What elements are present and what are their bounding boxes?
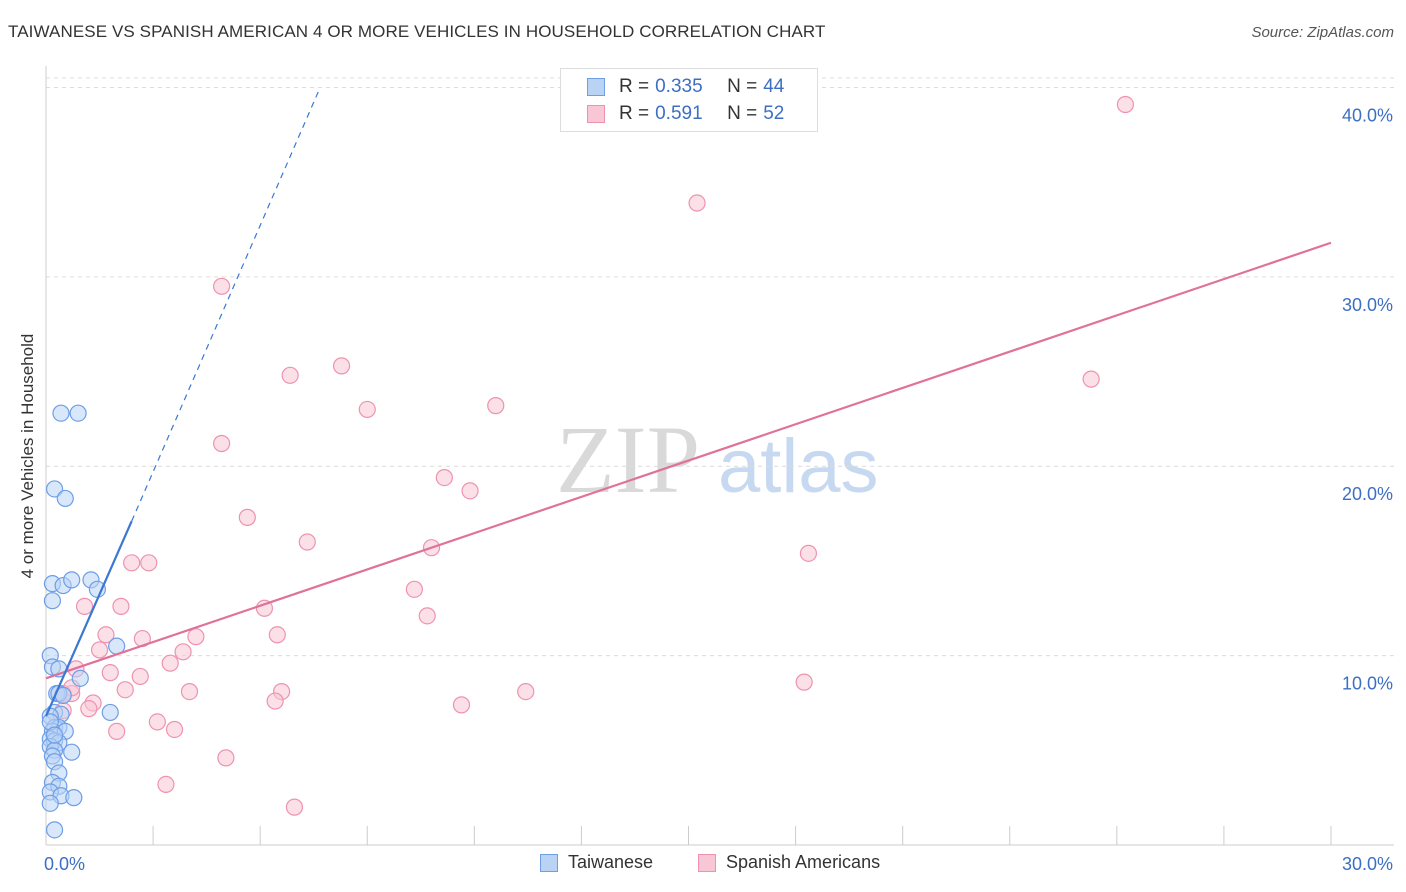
scatter-point-spanish <box>1082 370 1100 388</box>
scatter-point-spanish <box>123 554 141 572</box>
scatter-point-spanish <box>187 628 205 646</box>
scatter-point-spanish <box>140 554 158 572</box>
scatter-point-spanish <box>418 607 436 625</box>
legend-n-value-spanish: 52 <box>763 103 785 124</box>
scatter-point-spanish <box>101 664 119 682</box>
scatter-point-spanish <box>97 626 115 644</box>
trendline-taiwanese <box>44 520 133 717</box>
scatter-point-spanish <box>461 482 479 500</box>
source-label: Source: ZipAtlas.com <box>1251 24 1394 41</box>
y-tick-label: 30.0% <box>1342 295 1393 315</box>
scatter-point-spanish <box>298 533 316 551</box>
scatter-point-taiwanese <box>41 794 59 812</box>
scatter-point-taiwanese <box>45 821 64 839</box>
scatter-point-spanish <box>266 692 284 710</box>
scatter-point-spanish <box>1116 95 1135 114</box>
legend-r-value-taiwanese: 0.335 <box>655 76 703 97</box>
scatter-point-spanish <box>435 468 453 487</box>
bottom-legend-label-taiwanese: Taiwanese <box>568 852 654 872</box>
bottom-legend-spanish: Spanish Americans <box>698 852 880 873</box>
y-tick-label: 40.0% <box>1342 105 1393 125</box>
scatter-point-taiwanese <box>45 726 64 744</box>
scatter-point-spanish <box>217 749 235 767</box>
scatter-point-taiwanese <box>45 480 64 498</box>
y-tick-label: 10.0% <box>1342 674 1393 694</box>
scatter-point-spanish <box>332 357 351 375</box>
scatter-point-spanish <box>285 798 304 816</box>
scatter-point-taiwanese <box>69 404 87 422</box>
legend-r-label: R = <box>619 103 650 124</box>
scatter-point-spanish <box>180 682 199 701</box>
bottom-swatch-spanish <box>698 853 716 872</box>
scatter-point-spanish <box>795 673 813 691</box>
y-axis-label: 4 or more Vehicles in Household <box>18 333 37 579</box>
scatter-point-taiwanese <box>101 703 119 722</box>
scatter-point-spanish <box>268 626 286 644</box>
scatter-point-spanish <box>148 713 166 731</box>
scatter-point-spanish <box>238 508 256 526</box>
watermark-zip: ZIP <box>556 406 700 513</box>
scatter-point-spanish <box>358 400 376 419</box>
scatter-point-spanish <box>75 597 94 615</box>
scatter-point-spanish <box>213 434 231 453</box>
legend-n-label: N = <box>727 76 758 97</box>
scatter-point-taiwanese <box>65 789 83 807</box>
legend-swatch-spanish <box>587 105 605 123</box>
scatter-point-spanish <box>165 720 184 739</box>
scatter-point-taiwanese <box>43 592 62 610</box>
legend-row-taiwanese: R = 0.335 N = 44 <box>587 75 784 99</box>
scatter-point-spanish <box>213 277 231 295</box>
legend-n-label: N = <box>727 103 758 124</box>
scatter-point-spanish <box>108 722 126 740</box>
scatter-point-taiwanese <box>63 743 81 761</box>
legend-r-label: R = <box>619 76 650 97</box>
scatter-point-spanish <box>90 641 109 659</box>
scatter-point-spanish <box>255 599 274 617</box>
bottom-legend-taiwanese: Taiwanese <box>540 852 653 873</box>
trendline-taiwanese-extension <box>131 87 321 522</box>
chart-title: TAIWANESE VS SPANISH AMERICAN 4 OR MORE … <box>8 22 826 41</box>
scatter-point-spanish <box>131 667 149 686</box>
x-tick-label: 0.0% <box>44 854 85 874</box>
scatter-point-spanish <box>688 194 706 212</box>
scatter-point-spanish <box>799 544 818 562</box>
bottom-legend-label-spanish: Spanish Americans <box>726 852 881 872</box>
scatter-point-spanish <box>487 397 505 415</box>
y-tick-label: 20.0% <box>1342 484 1393 504</box>
scatter-point-spanish <box>80 700 98 718</box>
scatter-point-spanish <box>452 696 471 714</box>
legend: R = 0.335 N = 44 R = 0.591 N = 52 <box>560 68 818 132</box>
scatter-point-taiwanese <box>63 571 81 589</box>
x-tick-label: 30.0% <box>1342 854 1393 874</box>
scatter-point-spanish <box>517 682 535 701</box>
legend-n-value-taiwanese: 44 <box>763 76 785 97</box>
scatter-point-spanish <box>161 654 179 672</box>
scatter-point-taiwanese <box>71 669 89 687</box>
scatter-point-spanish <box>112 597 130 615</box>
legend-swatch-taiwanese <box>587 78 605 96</box>
bottom-swatch-taiwanese <box>540 853 558 872</box>
scatter-point-spanish <box>281 366 299 384</box>
legend-r-value-spanish: 0.591 <box>655 103 703 124</box>
scatter-point-spanish <box>405 580 423 598</box>
scatter-point-spanish <box>116 681 134 699</box>
legend-row-spanish: R = 0.591 N = 52 <box>587 102 784 126</box>
trendline-spanish <box>45 241 1332 680</box>
scatter-point-spanish <box>157 775 175 793</box>
scatter-point-taiwanese <box>52 404 70 422</box>
scatter-point-taiwanese <box>56 489 74 508</box>
scatter-point-spanish <box>174 643 192 661</box>
